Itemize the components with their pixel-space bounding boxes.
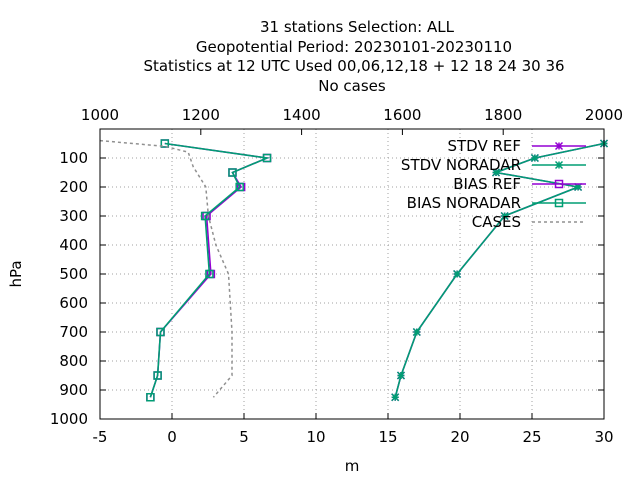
- star-marker: [396, 371, 405, 380]
- y-tick-label: 600: [59, 294, 88, 312]
- square-marker: [262, 153, 272, 163]
- square-marker: [228, 168, 237, 177]
- x-tick-label: 30: [594, 428, 613, 446]
- star-marker: [453, 269, 462, 279]
- y-axis-label: hPa: [7, 260, 25, 287]
- star-marker: [554, 141, 564, 151]
- plot-series: [99, 139, 609, 402]
- title-line-2: Geopotential Period: 20230101-20230110: [196, 38, 512, 56]
- x-tick-label: 15: [378, 428, 397, 446]
- square-marker: [146, 393, 155, 402]
- y-tick-label: 700: [59, 323, 88, 341]
- series-stdv-noradar: [391, 139, 609, 402]
- y-tick-label: 900: [59, 381, 88, 399]
- legend-label: BIAS REF: [453, 175, 521, 193]
- square-marker: [235, 182, 244, 192]
- y-tick-label: 500: [59, 265, 88, 283]
- series-bias-noradar: [146, 139, 272, 402]
- y-tick-label: 800: [59, 352, 88, 370]
- x2-tick-label: 1200: [182, 106, 220, 124]
- x2-tick-label: 1800: [484, 106, 522, 124]
- chart-title: 31 stations Selection: ALL Geopotential …: [143, 18, 564, 95]
- y-tick-label: 200: [59, 178, 88, 196]
- square-marker: [205, 269, 214, 279]
- x-tick-label: -5: [93, 428, 108, 446]
- series-cases: [99, 139, 233, 398]
- y-tick-label: 300: [59, 207, 88, 225]
- x-tick-label: 25: [522, 428, 541, 446]
- x2-tick-label: 1400: [283, 106, 321, 124]
- x2-tick-label: 1600: [383, 106, 421, 124]
- grid: [100, 129, 604, 419]
- y-tick-label: 100: [59, 149, 88, 167]
- x-tick-label: 0: [167, 428, 177, 446]
- legend-label: CASES: [472, 213, 521, 231]
- title-line-4: No cases: [318, 77, 386, 95]
- title-line-3: Statistics at 12 UTC Used 00,06,12,18 + …: [143, 57, 564, 75]
- axis-ticks: -5 0 5 10 15 20 25 30 1000 1200 1400 1600 1800 2000 10…: [50, 106, 623, 446]
- series-line: [99, 139, 233, 398]
- y-tick-label: 400: [59, 236, 88, 254]
- square-marker: [554, 198, 564, 208]
- legend-label: STDV REF: [447, 137, 521, 155]
- x2-tick-label: 2000: [585, 106, 623, 124]
- square-marker: [153, 371, 162, 380]
- series-line: [149, 142, 270, 398]
- y-tick-label: 1000: [50, 410, 88, 428]
- square-marker: [160, 139, 170, 148]
- star-marker: [391, 393, 400, 402]
- square-marker: [156, 327, 165, 337]
- star-marker: [554, 160, 564, 170]
- x-tick-label: 20: [450, 428, 469, 446]
- title-line-1: 31 stations Selection: ALL: [260, 18, 455, 36]
- star-marker: [491, 168, 501, 177]
- legend-label: STDV NORADAR: [401, 156, 521, 174]
- x2-tick-label: 1000: [81, 106, 119, 124]
- star-marker: [500, 211, 509, 221]
- x-tick-label: 10: [306, 428, 325, 446]
- star-marker: [530, 153, 539, 163]
- legend-label: BIAS NORADAR: [407, 194, 521, 212]
- x-tick-label: 5: [239, 428, 249, 446]
- star-marker: [412, 327, 421, 337]
- square-marker: [554, 179, 564, 189]
- x-axis-label: m: [345, 457, 360, 475]
